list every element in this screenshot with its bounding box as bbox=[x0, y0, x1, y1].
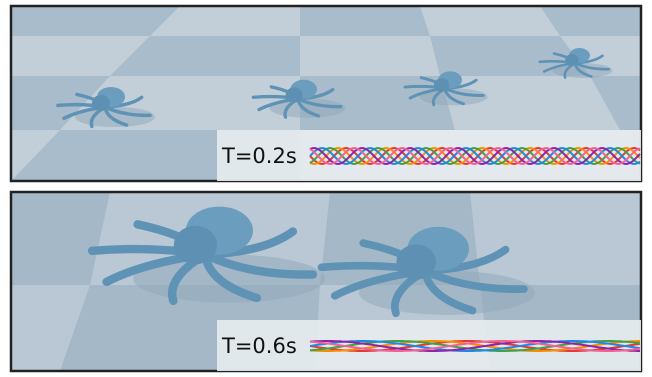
time-label: T=0.6s bbox=[221, 334, 297, 358]
figure: T=0.2s T=0.6s bbox=[0, 0, 652, 377]
head bbox=[396, 244, 436, 279]
head bbox=[286, 87, 303, 102]
page: T=0.2s T=0.6s (() => { const data = JSON… bbox=[0, 0, 652, 377]
head bbox=[174, 226, 217, 264]
head bbox=[92, 95, 110, 111]
head bbox=[434, 78, 449, 92]
time-label: T=0.2s bbox=[221, 144, 297, 168]
head bbox=[565, 54, 579, 66]
